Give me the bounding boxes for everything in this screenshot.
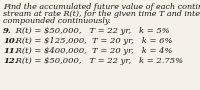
Text: 11.: 11. bbox=[3, 47, 18, 55]
Text: compounded continuously.: compounded continuously. bbox=[3, 17, 111, 25]
Text: 9.: 9. bbox=[3, 27, 12, 35]
Text: R(t) = $50,000,   T = 22 yr,   k = 5%: R(t) = $50,000, T = 22 yr, k = 5% bbox=[13, 27, 170, 35]
Text: R(t) = $400,000,  T = 20 yr,   k = 4%: R(t) = $400,000, T = 20 yr, k = 4% bbox=[13, 47, 172, 55]
Text: R(t) = $50,000,   T = 22 yr,   k = 2.75%: R(t) = $50,000, T = 22 yr, k = 2.75% bbox=[13, 57, 183, 65]
Text: 12.: 12. bbox=[3, 57, 18, 65]
Text: R(t) = $125,000,  T = 20 yr,   k = 6%: R(t) = $125,000, T = 20 yr, k = 6% bbox=[13, 37, 172, 45]
Text: Find the accumulated future value of each continuous income: Find the accumulated future value of eac… bbox=[3, 3, 200, 11]
Text: stream at rate R(t), for the given time T and interest rate k,: stream at rate R(t), for the given time … bbox=[3, 10, 200, 18]
Text: 10.: 10. bbox=[3, 37, 18, 45]
